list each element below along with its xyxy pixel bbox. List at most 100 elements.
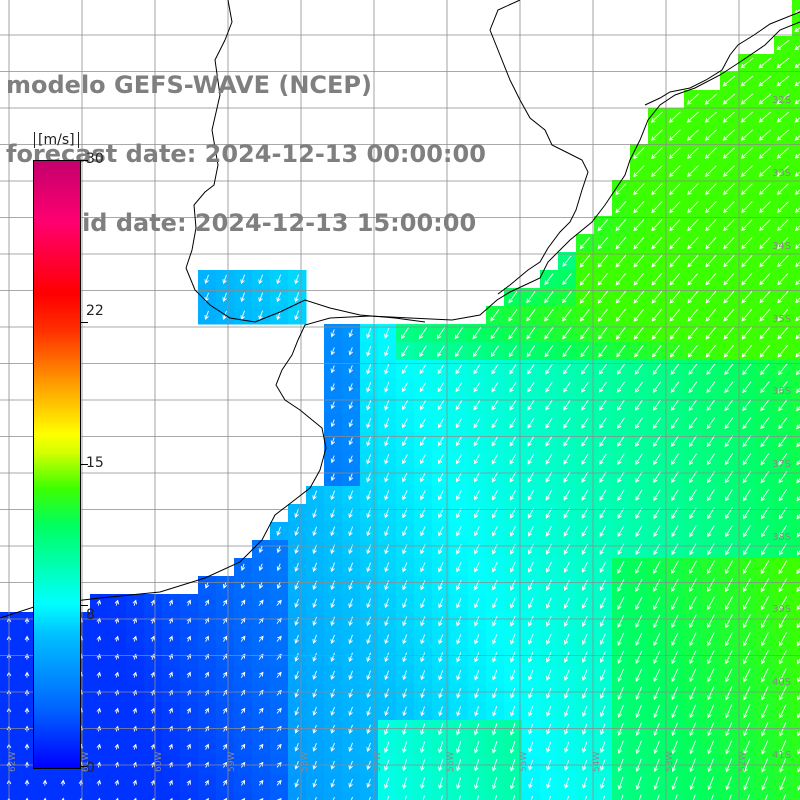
wind-arrow [528,669,534,681]
wind-arrow [330,598,335,609]
wind-arrow [492,598,498,609]
wind-arrow [545,597,552,609]
wind-arrow [707,776,714,791]
wind-arrow [776,129,790,141]
wind-arrow [420,472,426,483]
wind-arrow [404,795,407,800]
wind-arrow [653,471,661,484]
wind-arrow [240,635,246,642]
wind-arrow [368,796,371,800]
wind-arrow [776,93,790,105]
wind-arrow [740,147,753,159]
wind-arrow [348,670,353,681]
wind-arrow [633,165,645,178]
wind-arrow [633,272,645,286]
wind-arrow [741,272,753,286]
wind-arrow [348,347,353,356]
wind-arrow [579,254,591,268]
wind-cell [414,792,433,800]
wind-arrow [348,652,353,663]
wind-cell [792,450,800,469]
wind-arrow [742,453,752,466]
wind-arrow [384,490,390,501]
wind-arrow [258,292,264,303]
wind-arrow [563,525,571,537]
colorbar-tick [80,160,88,161]
wind-arrow [563,489,571,501]
wind-arrow [616,399,625,411]
wind-arrow [599,543,607,556]
wind-arrow [689,489,697,502]
wind-arrow [455,418,463,429]
wind-arrow [599,435,607,447]
wind-arrow [617,668,625,682]
wind-arrow [348,365,354,374]
wind-arrow [758,165,771,177]
wind-arrow [420,706,425,717]
wind-arrow [653,722,660,737]
wind-arrow [348,401,353,410]
wind-arrow [564,741,570,753]
wind-arrow [60,779,66,786]
wind-arrow [473,418,481,429]
wind-arrow [204,581,210,589]
wind-arrow [794,81,800,87]
wind-arrow [204,671,209,678]
wind-arrow [491,471,498,483]
colorbar [33,160,81,769]
wind-arrow [384,598,390,609]
wind-arrow [687,290,699,304]
wind-arrow [562,345,572,358]
wind-cell [378,792,397,800]
wind-arrow [545,417,553,429]
wind-arrow [705,183,717,196]
wind-arrow [741,291,753,304]
wind-arrow [723,344,735,358]
wind-arrow [778,381,788,394]
wind-arrow [707,632,715,647]
wind-arrow [779,722,787,737]
wind-arrow [615,254,627,268]
wind-arrow [671,740,678,755]
wind-arrow [563,471,571,483]
wind-arrow [491,741,498,754]
wind-cell [792,234,800,253]
wind-arrow [761,543,769,556]
wind-arrow [740,75,754,87]
wind-arrow [725,614,733,629]
wind-arrow [600,741,606,754]
wind-arrow [222,599,228,606]
wind-arrow [527,579,534,591]
wind-arrow [526,291,536,304]
wind-arrow [96,671,102,678]
wind-arrow [653,614,661,629]
wind-arrow [742,381,752,394]
wind-arrow [330,455,336,464]
wind-arrow [330,347,335,356]
wind-arrow [615,290,627,304]
wind-arrow [635,740,642,755]
wind-cell [54,792,73,800]
wind-arrow [743,650,751,665]
wind-arrow [348,706,353,716]
wind-arrow [366,580,372,591]
wind-arrow [670,453,679,466]
wind-cell [792,576,800,595]
wind-arrow [616,363,625,375]
wind-arrow [722,129,735,141]
wind-arrow [436,327,445,340]
wind-arrow [294,292,300,303]
wind-arrow [420,670,426,681]
wind-arrow [294,634,299,644]
wind-arrow [741,255,753,268]
wind-arrow [528,741,534,753]
wind-arrow [777,237,789,250]
wind-arrow [132,743,137,750]
wind-arrow [169,797,173,800]
wind-arrow [742,489,751,502]
wind-arrow [314,797,317,800]
wind-arrow [778,363,788,376]
wind-arrow [794,171,800,177]
lat-label: 41S [772,750,792,761]
wind-arrow [760,489,770,502]
